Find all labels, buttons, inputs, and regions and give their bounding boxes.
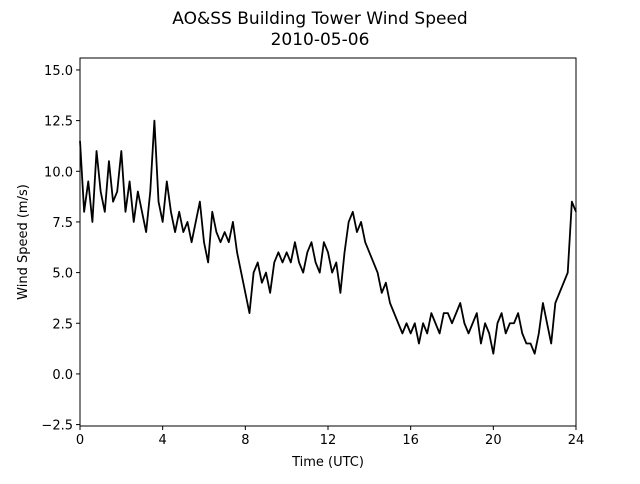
- x-tick-label: 4: [159, 433, 167, 448]
- chart-title: AO&SS Building Tower Wind Speed: [172, 9, 467, 29]
- plot-frame: [79, 57, 577, 427]
- y-tick-label: 5.0: [52, 267, 73, 282]
- chart-subtitle: 2010-05-06: [271, 30, 370, 50]
- y-tick-label: 15.0: [44, 64, 73, 79]
- x-axis-label: Time (UTC): [291, 455, 364, 470]
- x-tick-label: 0: [76, 433, 84, 448]
- line-series: [79, 119, 577, 355]
- y-tick-label: 10.0: [44, 165, 73, 180]
- y-tick-label: 12.5: [44, 115, 73, 130]
- y-tick-label: −2.5: [41, 419, 73, 434]
- x-tick-label: 24: [568, 433, 585, 448]
- x-tick-label: 12: [320, 433, 337, 448]
- y-tick-label: 7.5: [52, 216, 73, 231]
- x-tick-label: 20: [485, 433, 502, 448]
- y-tick-label: 2.5: [52, 317, 73, 332]
- x-tick-label: 16: [402, 433, 419, 448]
- y-tick-label: 0.0: [52, 368, 73, 383]
- x-tick-label: 8: [241, 433, 249, 448]
- y-axis-label: Wind Speed (m/s): [16, 184, 31, 300]
